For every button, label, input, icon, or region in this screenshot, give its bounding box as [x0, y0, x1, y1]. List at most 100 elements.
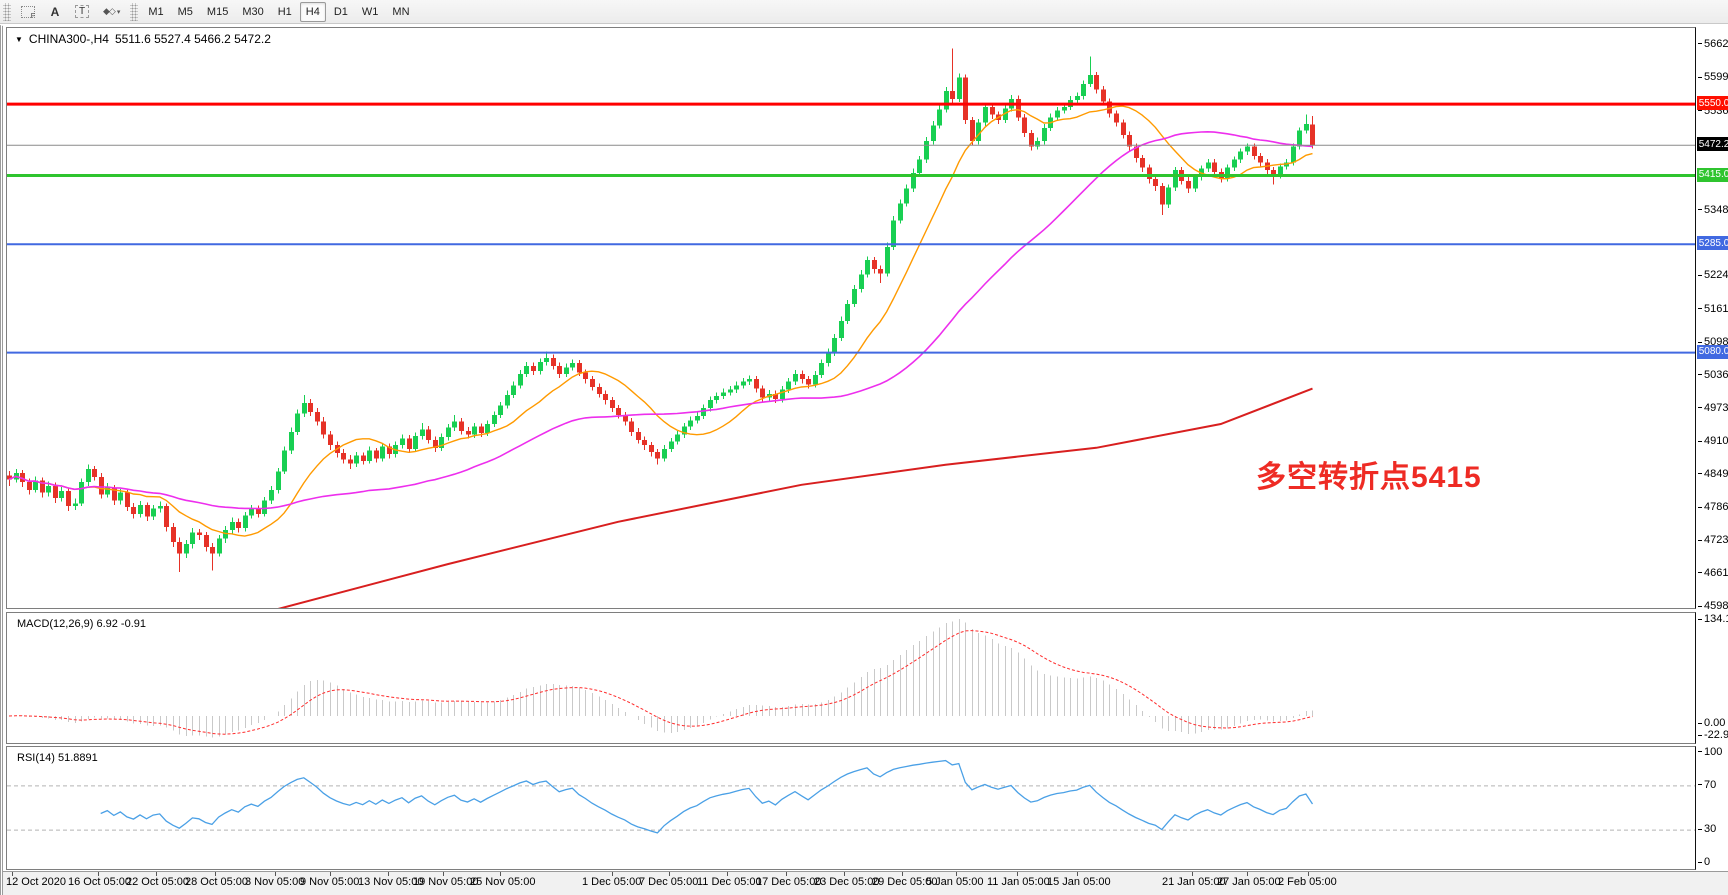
timeframe-button-m30[interactable]: M30 [242, 5, 264, 18]
time-tick [956, 872, 957, 876]
chart-window: ▼ CHINA300-,H4 5511.6 5527.4 5466.2 5472… [0, 25, 1728, 895]
timeframe-button-h4[interactable]: H4 [299, 1, 326, 22]
time-tick [156, 872, 157, 876]
rsi-label: RSI(14) 51.8891 [17, 752, 98, 764]
toolbar-drag-handle[interactable] [3, 2, 11, 21]
macd-tick: -22.95 [1698, 729, 1728, 741]
rsi-tick: 0 [1698, 856, 1710, 868]
time-label: 16 Oct 05:00 [68, 876, 131, 888]
time-tick [1017, 872, 1018, 876]
candlestick-chart[interactable] [7, 28, 1695, 608]
time-label: 17 Dec 05:00 [756, 876, 822, 888]
rsi-chart[interactable] [7, 747, 1695, 869]
time-tick [1308, 872, 1309, 876]
timeframe-button-m1[interactable]: M1 [148, 5, 164, 18]
price-tick: 5599.0 [1698, 71, 1728, 83]
time-tick [215, 872, 216, 876]
time-tick [902, 872, 903, 876]
time-label: 22 Oct 05:00 [126, 876, 189, 888]
macd-tick: 134.11 [1698, 613, 1728, 625]
time-label: 5 Jan 05:00 [926, 876, 984, 888]
price-level-badge: 5472.2 [1697, 137, 1728, 152]
time-tick [727, 872, 728, 876]
price-tick: 4849.0 [1698, 468, 1728, 480]
text-tool-button[interactable]: A [43, 2, 67, 22]
time-label: 19 Nov 05:00 [413, 876, 479, 888]
timeframe-button-w1[interactable]: W1 [361, 5, 379, 18]
dashed-box-t-icon: T [75, 5, 89, 18]
symbol-timeframe-label: CHINA300-,H4 [28, 32, 109, 46]
time-tick [443, 872, 444, 876]
dotted-grid-f-icon: F [21, 5, 35, 20]
time-tick [12, 872, 13, 876]
time-tick [98, 872, 99, 876]
time-label: 9 Nov 05:00 [300, 876, 360, 888]
price-tick: 4661.5 [1698, 567, 1728, 579]
timeframe-toolbar-drag-handle[interactable] [130, 2, 139, 21]
time-label: 11 Dec 05:00 [697, 876, 762, 888]
macd-panel[interactable]: MACD(12,26,9) 6.92 -0.91 [6, 612, 1696, 744]
indicator-window-tool-button[interactable]: F [15, 2, 41, 22]
price-level-badge: 5550.0 [1697, 96, 1728, 111]
time-label: 1 Dec 05:00 [582, 876, 642, 888]
price-level-badge: 5080.0 [1697, 344, 1728, 359]
rsi-tick: 30 [1698, 823, 1716, 835]
timeframe-button-d1[interactable]: D1 [333, 5, 348, 18]
macd-chart[interactable] [7, 613, 1695, 743]
time-label: 28 Oct 05:00 [185, 876, 248, 888]
timeframe-button-h1[interactable]: H1 [277, 5, 292, 18]
chart-dropdown-caret-icon[interactable]: ▼ [15, 34, 23, 44]
chart-annotation-text: 多空转折点5415 [1256, 461, 1482, 494]
diamond-shapes-icon: ◆◇ [103, 6, 116, 16]
time-label: 3 Nov 05:00 [245, 876, 305, 888]
time-label: 23 Dec 05:00 [814, 876, 880, 888]
price-tick: 4910.5 [1698, 435, 1728, 447]
letter-a-icon: A [50, 4, 60, 19]
price-level-badge: 5415.0 [1697, 167, 1728, 182]
ohlc-values: 5511.6 5527.4 5466.2 5472.2 [114, 32, 271, 46]
price-tick: 5348.5 [1698, 204, 1728, 216]
time-label: 11 Jan 05:00 [987, 876, 1050, 888]
macd-tick: 0.00 [1698, 717, 1725, 729]
timeframe-button-mn[interactable]: MN [392, 5, 410, 18]
shapes-tool-button[interactable]: ◆◇ ▾ [97, 2, 126, 22]
chart-title: ▼ CHINA300-,H4 5511.6 5527.4 5466.2 5472… [15, 32, 271, 46]
price-chart-panel[interactable]: ▼ CHINA300-,H4 5511.6 5527.4 5466.2 5472… [6, 27, 1696, 609]
time-tick [330, 872, 331, 876]
time-label: 15 Jan 05:00 [1047, 876, 1111, 888]
price-tick: 5224.0 [1698, 269, 1728, 281]
price-tick: 5036.5 [1698, 369, 1728, 381]
rsi-panel[interactable]: RSI(14) 51.8891 [6, 746, 1696, 870]
text-label-tool-button[interactable]: T [69, 2, 95, 22]
time-tick [1077, 872, 1078, 876]
price-tick: 4598.5 [1698, 600, 1728, 612]
timeframe-button-m15[interactable]: M15 [206, 5, 229, 18]
rsi-tick: 100 [1698, 746, 1722, 758]
rsi-tick: 70 [1698, 779, 1716, 791]
time-label: 29 Dec 05:00 [872, 876, 938, 888]
price-tick: 5662.0 [1698, 38, 1728, 50]
time-tick [275, 872, 276, 876]
macd-label: MACD(12,26,9) 6.92 -0.91 [17, 618, 147, 630]
time-tick [500, 872, 501, 876]
time-label: 2 Feb 05:00 [1278, 876, 1337, 888]
price-tick: 4786.0 [1698, 501, 1728, 513]
price-tick: 5161.0 [1698, 303, 1728, 315]
time-tick [1192, 872, 1193, 876]
time-tick [1247, 872, 1248, 876]
time-axis[interactable]: 12 Oct 2020 16 Oct 05:00 22 Oct 05:00 28 Oc… [3, 871, 1728, 895]
price-axis[interactable]: 5662.05599.05536.05348.55224.05161.05098… [1697, 27, 1728, 870]
time-tick [388, 872, 389, 876]
toolbar: F A T ◆◇ ▾ M1 M5 M15 M30 H1 H4 D1 W1 MN [0, 0, 1728, 24]
time-label: 7 Dec 05:00 [639, 876, 699, 888]
time-label: 21 Jan 05:00 [1162, 876, 1226, 888]
price-level-badge: 5285.0 [1697, 236, 1728, 251]
price-tick: 4723.0 [1698, 534, 1728, 546]
timeframe-button-m5[interactable]: M5 [177, 5, 193, 18]
price-tick: 4973.5 [1698, 402, 1728, 414]
time-tick [612, 872, 613, 876]
time-label: 27 Jan 05:00 [1217, 876, 1281, 888]
timeframe-bar: M1 M5 M15 M30 H1 H4 D1 W1 MN [141, 1, 416, 22]
time-label: 12 Oct 2020 [6, 876, 66, 888]
